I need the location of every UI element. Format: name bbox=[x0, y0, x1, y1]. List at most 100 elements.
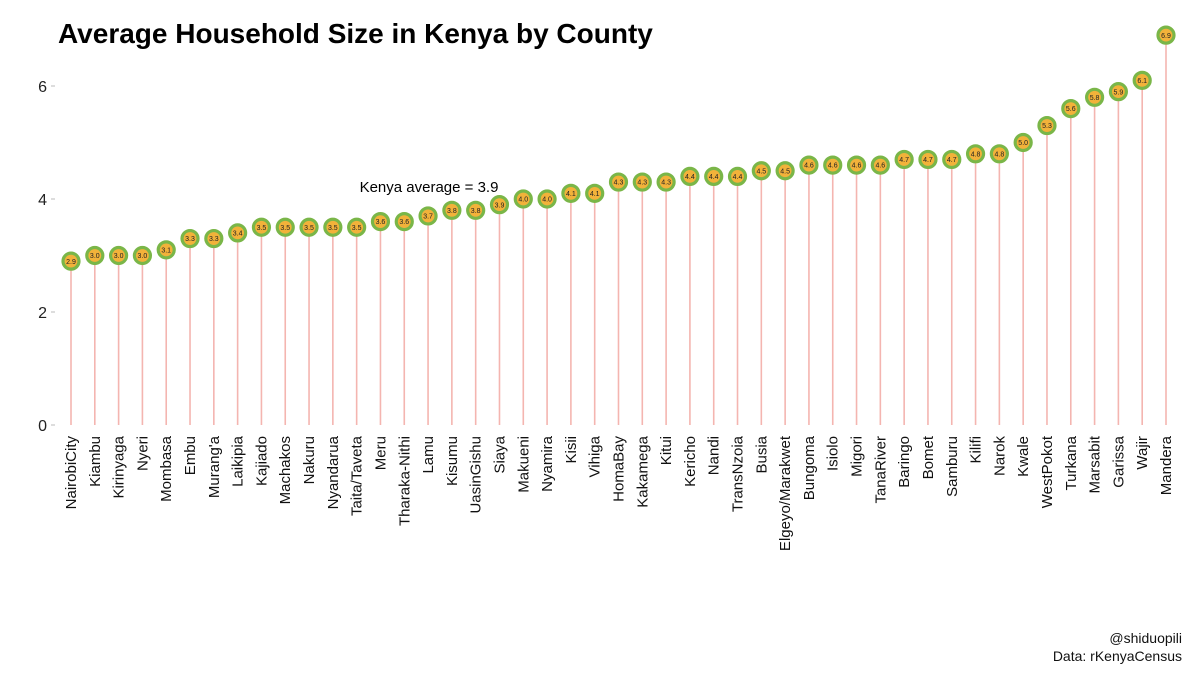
data-point: 3.5 bbox=[251, 217, 272, 237]
data-label: 3.1 bbox=[161, 247, 171, 254]
point-marker bbox=[299, 217, 319, 237]
point-marker bbox=[275, 217, 295, 237]
point-marker bbox=[1061, 98, 1081, 119]
data-point: 6.9 bbox=[1156, 25, 1176, 45]
data-label: 6.9 bbox=[1161, 33, 1171, 40]
x-tick-label: Kericho bbox=[682, 436, 699, 487]
data-label: 4.0 bbox=[542, 197, 552, 204]
point-marker bbox=[870, 155, 890, 175]
data-point: 3.3 bbox=[204, 228, 224, 249]
data-label: 5.8 bbox=[1090, 95, 1100, 102]
data-point: 4.7 bbox=[942, 149, 962, 170]
x-tick-label: Isiolo bbox=[825, 436, 842, 471]
point-marker bbox=[632, 172, 652, 192]
x-tick-label: Nyamira bbox=[539, 435, 556, 491]
data-point: 4.5 bbox=[775, 161, 795, 181]
data-point: 4.7 bbox=[894, 149, 914, 170]
point-marker bbox=[442, 200, 462, 220]
data-point: 4.4 bbox=[680, 166, 700, 186]
data-point: 5.6 bbox=[1061, 98, 1081, 119]
x-axis-labels: NairobiCity Kiambu Kirinyaga Nyeri Mombasa Em… bbox=[63, 435, 1175, 551]
data-point: 3.6 bbox=[370, 212, 391, 232]
x-tick-label: Meru bbox=[372, 436, 389, 470]
x-tick-label: Kirinyaga bbox=[111, 435, 128, 498]
data-label: 5.0 bbox=[1018, 140, 1028, 147]
credit-handle: @shiduopili bbox=[1109, 630, 1182, 646]
data-label: 3.0 bbox=[138, 253, 148, 260]
data-label: 4.6 bbox=[828, 163, 838, 170]
x-tick-label: Baringo bbox=[896, 436, 913, 488]
point-marker bbox=[180, 228, 200, 249]
x-tick-label: Marsabit bbox=[1087, 435, 1104, 493]
data-label: 4.6 bbox=[804, 163, 814, 170]
data-label: 4.6 bbox=[852, 163, 862, 170]
data-label: 3.3 bbox=[209, 236, 219, 243]
data-point: 6.1 bbox=[1132, 70, 1152, 90]
data-label: 3.6 bbox=[399, 219, 409, 226]
point-marker bbox=[109, 245, 129, 266]
data-label: 3.6 bbox=[376, 219, 386, 226]
point-marker bbox=[204, 228, 224, 249]
point-marker bbox=[1108, 82, 1128, 102]
x-tick-label: Nakuru bbox=[301, 436, 318, 484]
x-tick-label: Taita/Taveta bbox=[349, 435, 366, 516]
data-label: 3.4 bbox=[233, 231, 243, 238]
data-label: 4.7 bbox=[947, 157, 957, 164]
data-point: 2.9 bbox=[61, 251, 81, 271]
y-axis: 0 2 4 6 bbox=[38, 79, 55, 435]
data-label: 3.5 bbox=[304, 225, 314, 232]
x-tick-label: Busia bbox=[753, 435, 770, 473]
data-point: 3.0 bbox=[85, 245, 105, 266]
x-tick-label: Embu bbox=[182, 436, 199, 475]
credit-source: Data: rKenyaCensus bbox=[1052, 648, 1182, 664]
x-tick-label: Nyeri bbox=[134, 436, 151, 471]
x-tick-label: Kajiado bbox=[253, 436, 270, 486]
point-marker bbox=[799, 155, 819, 175]
data-label: 4.3 bbox=[637, 180, 647, 187]
point-marker bbox=[989, 144, 1009, 164]
data-label: 4.1 bbox=[590, 191, 600, 198]
x-tick-label: Kilifi bbox=[968, 436, 985, 464]
data-point: 4.0 bbox=[537, 189, 557, 209]
point-marker bbox=[680, 166, 700, 186]
point-marker bbox=[608, 172, 629, 192]
x-tick-label: Narok bbox=[991, 436, 1008, 477]
data-point: 3.4 bbox=[228, 223, 248, 243]
data-point: 4.8 bbox=[965, 144, 986, 164]
x-tick-label: Vihiga bbox=[587, 435, 604, 477]
point-marker bbox=[1156, 25, 1176, 45]
x-tick-label: Bungoma bbox=[801, 435, 818, 500]
data-label: 4.0 bbox=[518, 197, 528, 204]
point-marker bbox=[1037, 115, 1057, 136]
data-point: 3.3 bbox=[180, 228, 200, 249]
data-point: 4.6 bbox=[799, 155, 819, 175]
data-label: 4.5 bbox=[780, 168, 790, 175]
y-tick-label: 4 bbox=[38, 192, 47, 209]
x-tick-label: Murang'a bbox=[206, 435, 223, 498]
data-label: 3.8 bbox=[447, 208, 457, 215]
point-marker bbox=[942, 149, 962, 170]
x-tick-label: Siaya bbox=[491, 435, 508, 473]
data-point: 3.7 bbox=[418, 206, 438, 226]
x-tick-label: Kisumu bbox=[444, 436, 461, 486]
point-marker bbox=[1084, 87, 1105, 107]
data-point: 3.5 bbox=[347, 217, 367, 237]
data-label: 2.9 bbox=[66, 259, 76, 266]
data-point: 4.6 bbox=[846, 155, 867, 175]
x-tick-label: Nyandarua bbox=[325, 435, 342, 509]
data-label: 3.0 bbox=[114, 253, 124, 260]
data-label: 4.4 bbox=[685, 174, 695, 181]
data-point: 4.1 bbox=[561, 183, 581, 203]
data-label: 5.6 bbox=[1066, 106, 1076, 113]
x-tick-label: Kisii bbox=[563, 436, 580, 464]
point-marker bbox=[323, 217, 343, 237]
x-tick-label: Migori bbox=[849, 436, 866, 477]
point-marker bbox=[418, 206, 438, 226]
point-marker bbox=[1132, 70, 1152, 90]
point-marker bbox=[561, 183, 581, 203]
data-point: 5.9 bbox=[1108, 82, 1128, 102]
point-marker bbox=[727, 166, 748, 186]
data-point: 4.6 bbox=[823, 155, 843, 175]
point-marker bbox=[394, 212, 414, 232]
point-marker bbox=[965, 144, 986, 164]
